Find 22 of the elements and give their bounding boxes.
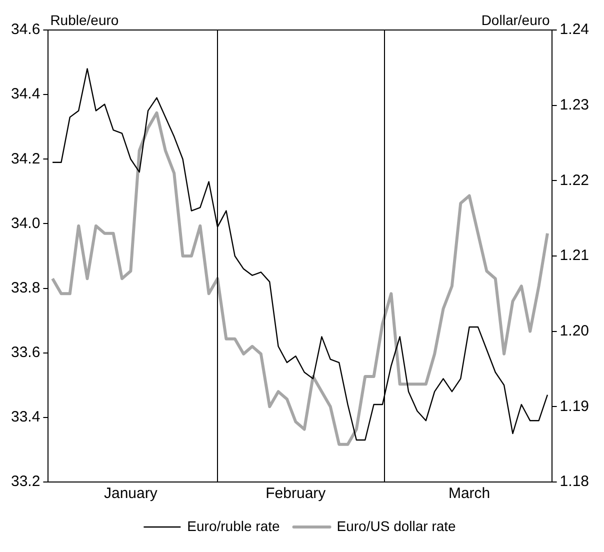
y-tick-label: 34.0 [10,214,40,232]
y2-tick-label: 1.23 [560,96,590,114]
x-tick-label: March [448,485,490,502]
y-tick-label: 34.6 [10,21,40,38]
legend-label: Euro/US dollar rate [336,518,456,534]
y-tick-label: 33.4 [10,408,40,426]
y2-axis-title: Dollar/euro [481,12,550,28]
y2-tick-label: 1.19 [560,398,590,415]
y2-tick-label: 1.20 [560,322,590,340]
y-tick-label: 33.8 [10,279,40,296]
y-tick-label: 34.2 [10,150,40,168]
x-tick-label: February [266,485,326,502]
y-tick-label: 34.4 [10,86,40,103]
y2-tick-label: 1.22 [560,172,590,189]
y-tick-label: 33.2 [10,473,40,490]
x-tick-label: January [104,485,158,502]
y-axis-title: Ruble/euro [50,12,119,28]
y2-tick-label: 1.21 [560,247,590,264]
y2-tick-label: 1.18 [560,473,590,490]
y2-tick-label: 1.24 [560,21,590,38]
legend-label: Euro/ruble rate [187,518,280,534]
y-tick-label: 33.6 [10,344,40,361]
